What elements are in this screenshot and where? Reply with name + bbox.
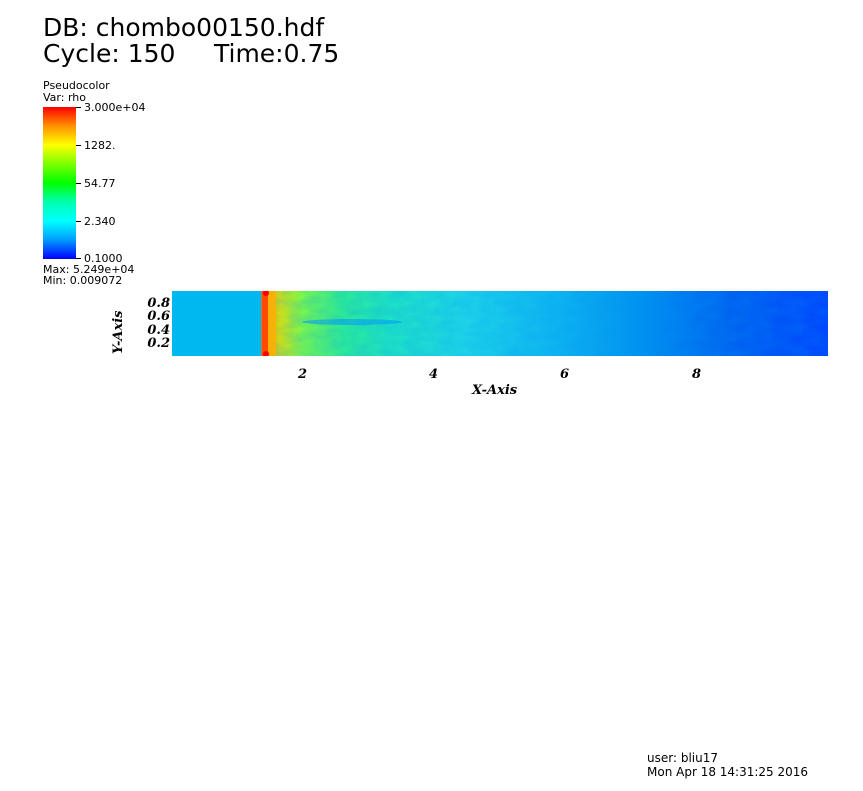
x-axis-title: X-Axis	[472, 383, 518, 398]
y-tick-label: 0.2	[147, 336, 170, 351]
density-field-image	[172, 291, 828, 356]
y-tick-label: 0.6	[147, 309, 170, 324]
x-tick-label: 2	[298, 367, 308, 382]
y-axis-title: Y-Axis	[111, 310, 126, 354]
x-tick-label: 6	[560, 367, 570, 382]
x-tick-label: 4	[429, 367, 439, 382]
y-tick-label: 0.8	[147, 296, 170, 311]
x-tick-label: 8	[692, 367, 702, 382]
legend-max: Max: 5.249e+04	[43, 263, 135, 276]
legend-variable: Var: rho	[43, 91, 86, 104]
colorbar-tick-label: 2.340	[84, 215, 116, 228]
colorbar-tick	[76, 183, 81, 184]
database-title: DB: chombo00150.hdf	[43, 13, 325, 42]
colorbar	[43, 107, 76, 259]
colorbar-tick	[76, 221, 81, 222]
y-tick-label: 0.4	[147, 323, 170, 338]
cycle-label: Cycle: 150	[43, 39, 176, 68]
colorbar-tick-label: 3.000e+04	[84, 101, 146, 114]
plot-region: Y-Axis 0.8 0.6 0.4 0.2	[100, 280, 840, 405]
colorbar-tick	[76, 107, 81, 108]
colorbar-tick-label: 54.77	[84, 177, 116, 190]
time-label: Time:0.75	[214, 39, 340, 68]
pseudocolor-field	[172, 291, 828, 356]
colorbar-tick-label: 1282.	[84, 139, 116, 152]
legend-plot-type: Pseudocolor	[43, 79, 110, 92]
colorbar-tick	[76, 258, 81, 259]
colorbar-tick	[76, 145, 81, 146]
footer-date: Mon Apr 18 14:31:25 2016	[647, 765, 809, 779]
colorbar-tick-label: 0.1000	[84, 252, 123, 265]
legend-min: Min: 0.009072	[43, 274, 123, 287]
footer-user: user: bliu17	[647, 751, 718, 765]
cycle-time-line: Cycle: 150 Time:0.75	[43, 39, 339, 68]
